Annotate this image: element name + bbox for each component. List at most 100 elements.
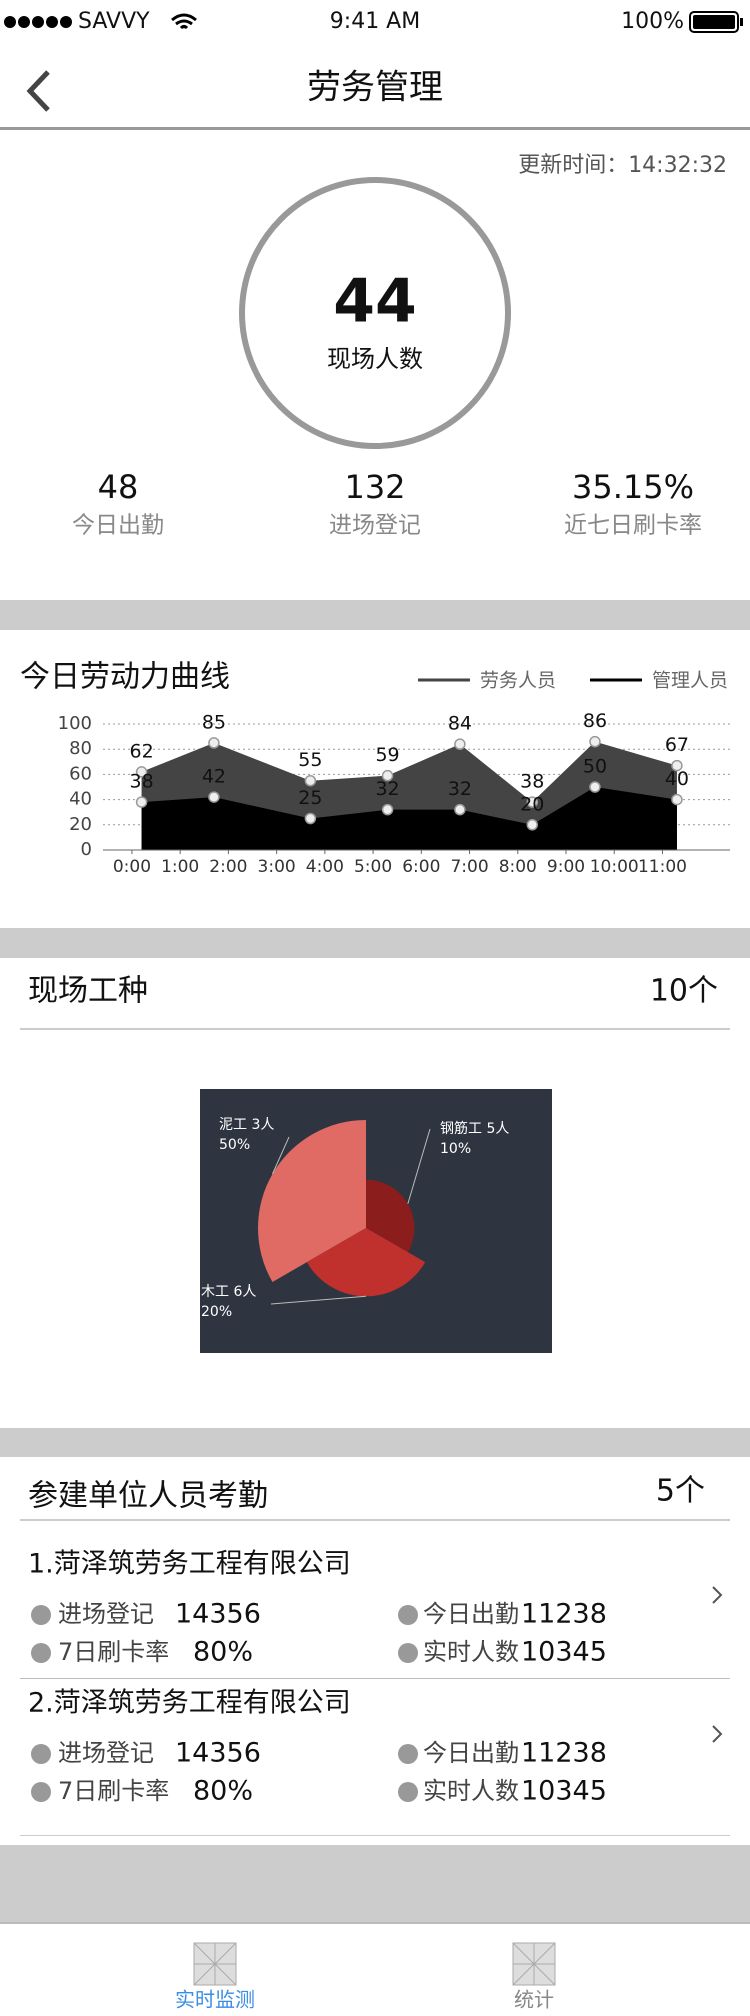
battery (689, 11, 743, 33)
pie-slice (366, 1179, 415, 1253)
chart-title: 今日劳动力曲线 (20, 660, 230, 695)
point (589, 735, 601, 748)
data-label: 85 (202, 711, 226, 733)
divider (0, 600, 750, 630)
section-title: 现场工种 (28, 974, 148, 1009)
pie-label: 钢筋工 5人 (440, 1120, 509, 1137)
leader-line (270, 1295, 367, 1305)
y-tick-label: 0 (81, 839, 92, 860)
data-label: 38 (129, 771, 153, 793)
stat-value: 35.15% (572, 468, 694, 506)
point (589, 781, 601, 793)
metric-dot (398, 1782, 418, 1802)
point (135, 766, 148, 778)
tab-icon-grid (512, 1942, 556, 1986)
metric-value: 11238 (521, 1738, 607, 1769)
metric-dot (31, 1744, 51, 1764)
data-label: 59 (375, 744, 399, 766)
data-label: 20 (520, 793, 544, 815)
data-label: 67 (665, 734, 689, 756)
onsite-ring (239, 177, 511, 449)
y-tick-label: 40 (69, 789, 92, 810)
metric-label: 实时人数 (423, 1777, 519, 1805)
point (304, 774, 317, 787)
x-tick-label: 0:00 (113, 857, 151, 877)
metric-value: 11238 (521, 1599, 607, 1630)
data-label: 42 (202, 766, 226, 788)
pie-label: 泥工 3人 (219, 1117, 274, 1133)
metric-label: 实时人数 (423, 1638, 519, 1666)
stat-value: 132 (344, 468, 405, 506)
data-label: 32 (375, 778, 399, 800)
stat-label: 近七日刷卡率 (564, 513, 702, 539)
metric-value: 80% (193, 1637, 253, 1668)
stat-label: 进场登记 (329, 513, 421, 539)
section-title: 参建单位人员考勤 (28, 1479, 268, 1514)
data-label: 38 (520, 771, 544, 793)
tab-label[interactable]: 统计 (514, 1988, 554, 2012)
update-time: 更新时间：14:32:32 (518, 153, 727, 178)
data-label: 86 (583, 710, 607, 732)
x-tick-label: 6:00 (402, 857, 440, 877)
nav-title: 劳务管理 (307, 68, 443, 108)
point (304, 812, 317, 825)
y-tick-label: 100 (58, 713, 92, 734)
tab-bar (0, 1922, 750, 2016)
point (526, 796, 539, 808)
separator (20, 1835, 730, 1836)
chevron[interactable] (712, 1725, 723, 1743)
chevron[interactable] (712, 1586, 723, 1604)
y-tick-label: 80 (69, 738, 92, 759)
pie-slice (306, 1228, 426, 1297)
point (454, 803, 466, 816)
x-tick-label: 8:00 (499, 857, 537, 877)
metric-label: 今日出勤 (423, 1739, 519, 1767)
time: 9:41 AM (330, 9, 420, 34)
x-tick-label: 5:00 (354, 857, 392, 877)
divider (0, 928, 750, 958)
wifi (171, 13, 197, 30)
metric-label: 7日刷卡率 (58, 1777, 169, 1805)
y-tick-label: 20 (69, 814, 92, 835)
metric-value: 80% (193, 1776, 253, 1807)
separator (20, 1519, 730, 1521)
metric-dot (31, 1643, 51, 1663)
point (208, 791, 220, 803)
company-name[interactable]: 1.菏泽筑劳务工程有限公司 (28, 1549, 351, 1580)
x-tick-label: 2:00 (209, 857, 247, 877)
x-tick-label: 7:00 (450, 857, 488, 877)
point (381, 769, 394, 782)
separator (20, 1028, 730, 1030)
data-label: 55 (298, 749, 322, 771)
stat-label: 今日出勤 (72, 513, 164, 539)
leader-line (407, 1128, 431, 1204)
tab-icon[interactable] (512, 1942, 556, 1986)
battery-text: 100% (621, 9, 684, 34)
x-tick-label: 3:00 (258, 857, 296, 877)
data-label: 84 (448, 713, 472, 735)
company-name[interactable]: 2.菏泽筑劳务工程有限公司 (28, 1688, 351, 1719)
tab-icon[interactable] (193, 1942, 237, 1986)
pie-value-label: 10% (440, 1141, 471, 1157)
point (671, 793, 683, 806)
metric-value: 14356 (175, 1599, 261, 1630)
x-tick-label: 10:00 (590, 857, 639, 877)
data-label: 40 (665, 768, 689, 790)
back-button[interactable] (26, 70, 50, 112)
section-count: 5个 (656, 1474, 705, 1509)
pie-label: 木工 6人 (201, 1284, 256, 1300)
metric-dot (31, 1782, 51, 1802)
x-tick-label: 1:00 (161, 857, 199, 877)
x-tick-label: 4:00 (306, 857, 344, 877)
metric-value: 14356 (175, 1738, 261, 1769)
tab-label[interactable]: 实时监测 (175, 1988, 255, 2012)
tab-icon-grid (193, 1942, 237, 1986)
metric-label: 进场登记 (58, 1600, 154, 1628)
metric-label: 7日刷卡率 (58, 1638, 169, 1666)
metric-dot (398, 1744, 418, 1764)
y-tick-label: 60 (69, 763, 92, 784)
point (381, 803, 394, 816)
point (208, 737, 220, 749)
tab-border (0, 1922, 750, 1924)
